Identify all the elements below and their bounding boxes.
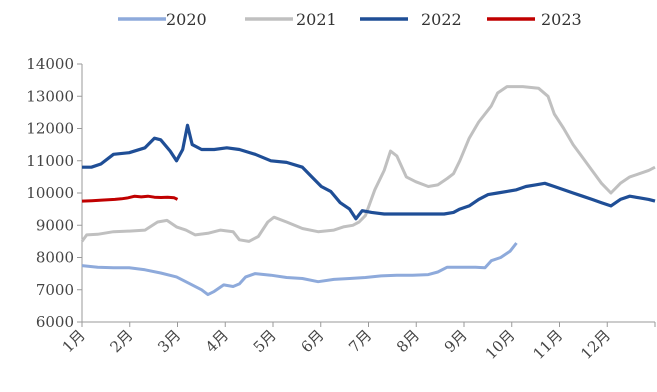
x-tick-label: 7月: [345, 326, 375, 356]
x-tick-label: 11月: [529, 326, 566, 363]
legend-label-2020: 2020: [166, 10, 207, 29]
y-tick-label: 10000: [26, 184, 74, 202]
series-layer: [80, 85, 656, 297]
series-line-2021: [80, 85, 656, 243]
x-axis: 1月 2月 3月 4月 5月 6月 7月 8月 9月 10月 11月 12月: [59, 321, 656, 363]
y-tick-label: 7000: [36, 281, 74, 299]
x-tick-label: 10月: [482, 326, 519, 363]
x-tick-label: 3月: [154, 326, 184, 356]
x-tick-label: 12月: [577, 326, 614, 363]
y-tick-label: 9000: [36, 216, 74, 234]
y-tick-label: 12000: [26, 120, 74, 138]
x-tick-label: 2月: [106, 326, 136, 356]
legend-label-2023: 2023: [541, 10, 582, 29]
x-tick-label: 4月: [202, 326, 232, 356]
y-axis: 6000 7000 8000 9000 10000 11000 12000 13000 1400…: [26, 55, 83, 331]
x-tick-label: 6月: [297, 326, 327, 356]
y-tick-label: 13000: [26, 87, 74, 105]
y-tick-label: 14000: [26, 55, 74, 73]
x-tick-label: 8月: [393, 326, 423, 356]
x-tick-label: 5月: [250, 326, 280, 356]
series-line-2023: [81, 194, 179, 203]
y-tick-label: 11000: [26, 152, 74, 170]
y-tick-label: 6000: [36, 313, 74, 331]
legend-label-2021: 2021: [296, 10, 337, 29]
legend-label-2022: 2022: [421, 10, 462, 29]
series-line-2020: [81, 242, 518, 297]
y-tick-label: 8000: [36, 249, 74, 267]
x-tick-label: 9月: [441, 326, 471, 356]
legend: 2020 2021 2022 2023: [118, 10, 582, 29]
series-line-2022: [82, 123, 656, 221]
